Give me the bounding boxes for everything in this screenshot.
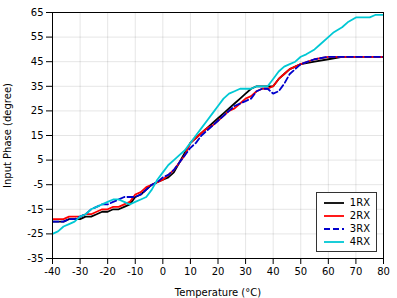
- svg-text:40: 40: [267, 266, 280, 277]
- svg-text:-35: -35: [27, 253, 43, 264]
- svg-text:-25: -25: [27, 228, 43, 239]
- html-text:2RX: 2RX: [349, 210, 370, 221]
- svg-text:45: 45: [31, 56, 44, 67]
- svg-text:15: 15: [31, 130, 44, 141]
- svg-text:-15: -15: [27, 204, 43, 215]
- svg-text:50: 50: [294, 266, 307, 277]
- html-text:4RX: 4RX: [349, 236, 370, 247]
- svg-text:30: 30: [239, 266, 252, 277]
- svg-text:-30: -30: [72, 266, 88, 277]
- html-text:3RX: 3RX: [349, 223, 370, 234]
- svg-text:-5: -5: [34, 179, 44, 190]
- svg-text:-40: -40: [44, 266, 60, 277]
- svg-text:Temperature (°C): Temperature (°C): [174, 287, 261, 298]
- svg-text:80: 80: [377, 266, 390, 277]
- html-text:1RX: 1RX: [349, 197, 370, 208]
- svg-text:-20: -20: [99, 266, 115, 277]
- svg-text:-10: -10: [127, 266, 143, 277]
- svg-text:5: 5: [37, 154, 43, 165]
- svg-text:55: 55: [31, 31, 44, 42]
- svg-text:65: 65: [31, 7, 44, 18]
- svg-text:60: 60: [322, 266, 335, 277]
- svg-text:0: 0: [160, 266, 166, 277]
- svg-text:35: 35: [31, 81, 44, 92]
- svg-text:70: 70: [350, 266, 363, 277]
- svg-text:10: 10: [184, 266, 197, 277]
- svg-text:20: 20: [212, 266, 225, 277]
- svg-text:Input Phase (degree): Input Phase (degree): [2, 83, 13, 188]
- svg-text:25: 25: [31, 105, 44, 116]
